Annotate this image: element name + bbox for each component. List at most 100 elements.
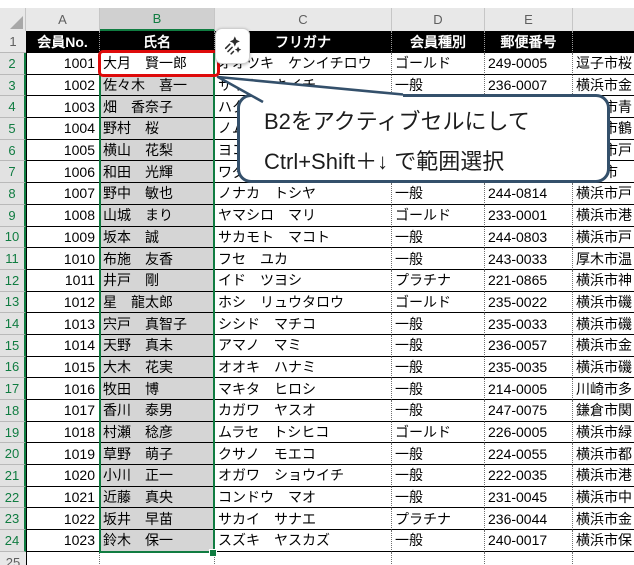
cell-B6[interactable]: 横山 花梨 [100, 139, 215, 162]
cell-C23[interactable]: サカイ サナエ [215, 508, 392, 531]
cell-B9[interactable]: 山城 まり [100, 204, 215, 227]
row-header-5[interactable]: 5 [0, 118, 26, 140]
row-header-9[interactable]: 9 [0, 204, 26, 227]
cell-A17[interactable]: 1016 [26, 378, 100, 400]
column-header-A[interactable]: A [26, 8, 100, 31]
row-header-17[interactable]: 17 [0, 378, 26, 400]
cell-A18[interactable]: 1017 [26, 400, 100, 422]
row-header-23[interactable]: 23 [0, 508, 26, 531]
cell-A15[interactable]: 1014 [26, 334, 100, 357]
header-cell-E1[interactable]: 郵便番号 [485, 31, 573, 53]
row-header-15[interactable]: 15 [0, 334, 26, 357]
cell-D8[interactable]: 一般 [392, 183, 485, 205]
cell-B11[interactable]: 布施 友香 [100, 248, 215, 270]
cell-A21[interactable]: 1020 [26, 465, 100, 487]
cell-F21[interactable]: 横浜市港 [573, 465, 634, 487]
header-cell-F1[interactable] [573, 31, 634, 53]
row-header-21[interactable]: 21 [0, 465, 26, 487]
cell-F16[interactable]: 横浜市磯 [573, 357, 634, 379]
column-header-D[interactable]: D [392, 8, 485, 31]
cell-B3[interactable]: 佐々木 喜一 [100, 74, 215, 97]
cell-C16[interactable]: オオキ ハナミ [215, 356, 392, 379]
cell-F17[interactable]: 川崎市多 [573, 378, 634, 400]
cell-E16[interactable]: 235-0035 [485, 356, 573, 379]
cell-B14[interactable]: 宍戸 真智子 [100, 313, 215, 335]
cell-B22[interactable]: 近藤 真央 [100, 486, 215, 509]
flash-fill-button[interactable] [215, 28, 250, 64]
cell-F22[interactable]: 横浜市中 [573, 487, 634, 509]
cell-A7[interactable]: 1006 [26, 161, 100, 184]
row-header-20[interactable]: 20 [0, 443, 26, 466]
row-header-8[interactable]: 8 [0, 183, 26, 205]
row-header-3[interactable]: 3 [0, 74, 26, 97]
cell-F13[interactable]: 横浜市磯 [573, 292, 634, 314]
cell-D24[interactable]: 一般 [392, 530, 485, 552]
cell-A5[interactable]: 1004 [26, 118, 100, 140]
header-cell-C1[interactable]: フリガナ [215, 31, 392, 53]
cell-D10[interactable]: 一般 [392, 226, 485, 249]
cell-E11[interactable]: 243-0033 [485, 248, 573, 270]
cell-B7[interactable]: 和田 光輝 [100, 161, 215, 184]
row-header-22[interactable]: 22 [0, 486, 26, 509]
cell-B10[interactable]: 坂本 誠 [100, 226, 215, 249]
cell-B21[interactable]: 小川 正一 [100, 465, 215, 487]
cell-E15[interactable]: 236-0057 [485, 334, 573, 357]
cell-C15[interactable]: アマノ マミ [215, 334, 392, 357]
cell-C9[interactable]: ヤマシロ マリ [215, 204, 392, 227]
row-header-24[interactable]: 24 [0, 530, 26, 552]
cell-C8[interactable]: ノナカ トシヤ [215, 183, 392, 205]
cell-F9[interactable]: 横浜市港 [573, 205, 634, 227]
cell-C22[interactable]: コンドウ マオ [215, 486, 392, 509]
column-header-E[interactable]: E [485, 8, 573, 31]
cell-A3[interactable]: 1002 [26, 74, 100, 97]
cell-F11[interactable]: 厚木市温 [573, 248, 634, 270]
cell-D11[interactable]: 一般 [392, 248, 485, 270]
cell-A13[interactable]: 1012 [26, 291, 100, 314]
cell-F14[interactable]: 横浜市磯 [573, 313, 634, 335]
cell-D25[interactable] [392, 551, 485, 565]
cell-E22[interactable]: 231-0045 [485, 486, 573, 509]
row-header-13[interactable]: 13 [0, 291, 26, 314]
cell-C2[interactable]: オオツキ ケンイチロウ [215, 53, 392, 75]
cell-A10[interactable]: 1009 [26, 226, 100, 249]
cell-A6[interactable]: 1005 [26, 139, 100, 162]
cell-A8[interactable]: 1007 [26, 183, 100, 205]
cell-E21[interactable]: 222-0035 [485, 465, 573, 487]
cell-A20[interactable]: 1019 [26, 443, 100, 466]
cell-D23[interactable]: プラチナ [392, 508, 485, 531]
row-header-19[interactable]: 19 [0, 421, 26, 444]
cell-A2[interactable]: 1001 [26, 53, 100, 75]
row-header-6[interactable]: 6 [0, 139, 26, 162]
cell-B23[interactable]: 坂井 早苗 [100, 508, 215, 531]
cell-D22[interactable]: 一般 [392, 486, 485, 509]
cell-F18[interactable]: 鎌倉市関 [573, 400, 634, 422]
cell-C17[interactable]: マキタ ヒロシ [215, 378, 392, 400]
fill-handle[interactable] [209, 549, 217, 557]
cell-F25[interactable] [573, 552, 634, 565]
cell-C18[interactable]: カガワ ヤスオ [215, 400, 392, 422]
cell-C12[interactable]: イド ツヨシ [215, 269, 392, 292]
cell-D19[interactable]: ゴールド [392, 421, 485, 444]
cell-F2[interactable]: 逗子市桜 [573, 53, 634, 75]
cell-E2[interactable]: 249-0005 [485, 53, 573, 75]
column-header-C[interactable]: C [215, 8, 392, 31]
cell-B16[interactable]: 大木 花実 [100, 356, 215, 379]
cell-B18[interactable]: 香川 泰男 [100, 400, 215, 422]
cell-A12[interactable]: 1011 [26, 269, 100, 292]
row-header-2[interactable]: 2 [0, 53, 26, 75]
cell-A19[interactable]: 1018 [26, 421, 100, 444]
cell-B19[interactable]: 村瀬 稔彦 [100, 421, 215, 444]
cell-A9[interactable]: 1008 [26, 204, 100, 227]
column-header-B[interactable]: B [100, 8, 215, 31]
cell-A24[interactable]: 1023 [26, 530, 100, 552]
cell-F20[interactable]: 横浜市都 [573, 443, 634, 466]
cell-F19[interactable]: 横浜市緑 [573, 422, 634, 444]
cell-C20[interactable]: クサノ モエコ [215, 443, 392, 466]
cell-A16[interactable]: 1015 [26, 356, 100, 379]
header-cell-B1[interactable]: 氏名 [100, 31, 215, 53]
cell-F12[interactable]: 横浜市神 [573, 270, 634, 292]
row-header-25[interactable]: 25 [0, 551, 26, 565]
cell-C21[interactable]: オガワ ショウイチ [215, 465, 392, 487]
cell-B20[interactable]: 草野 萌子 [100, 443, 215, 466]
header-cell-D1[interactable]: 会員種別 [392, 31, 485, 53]
